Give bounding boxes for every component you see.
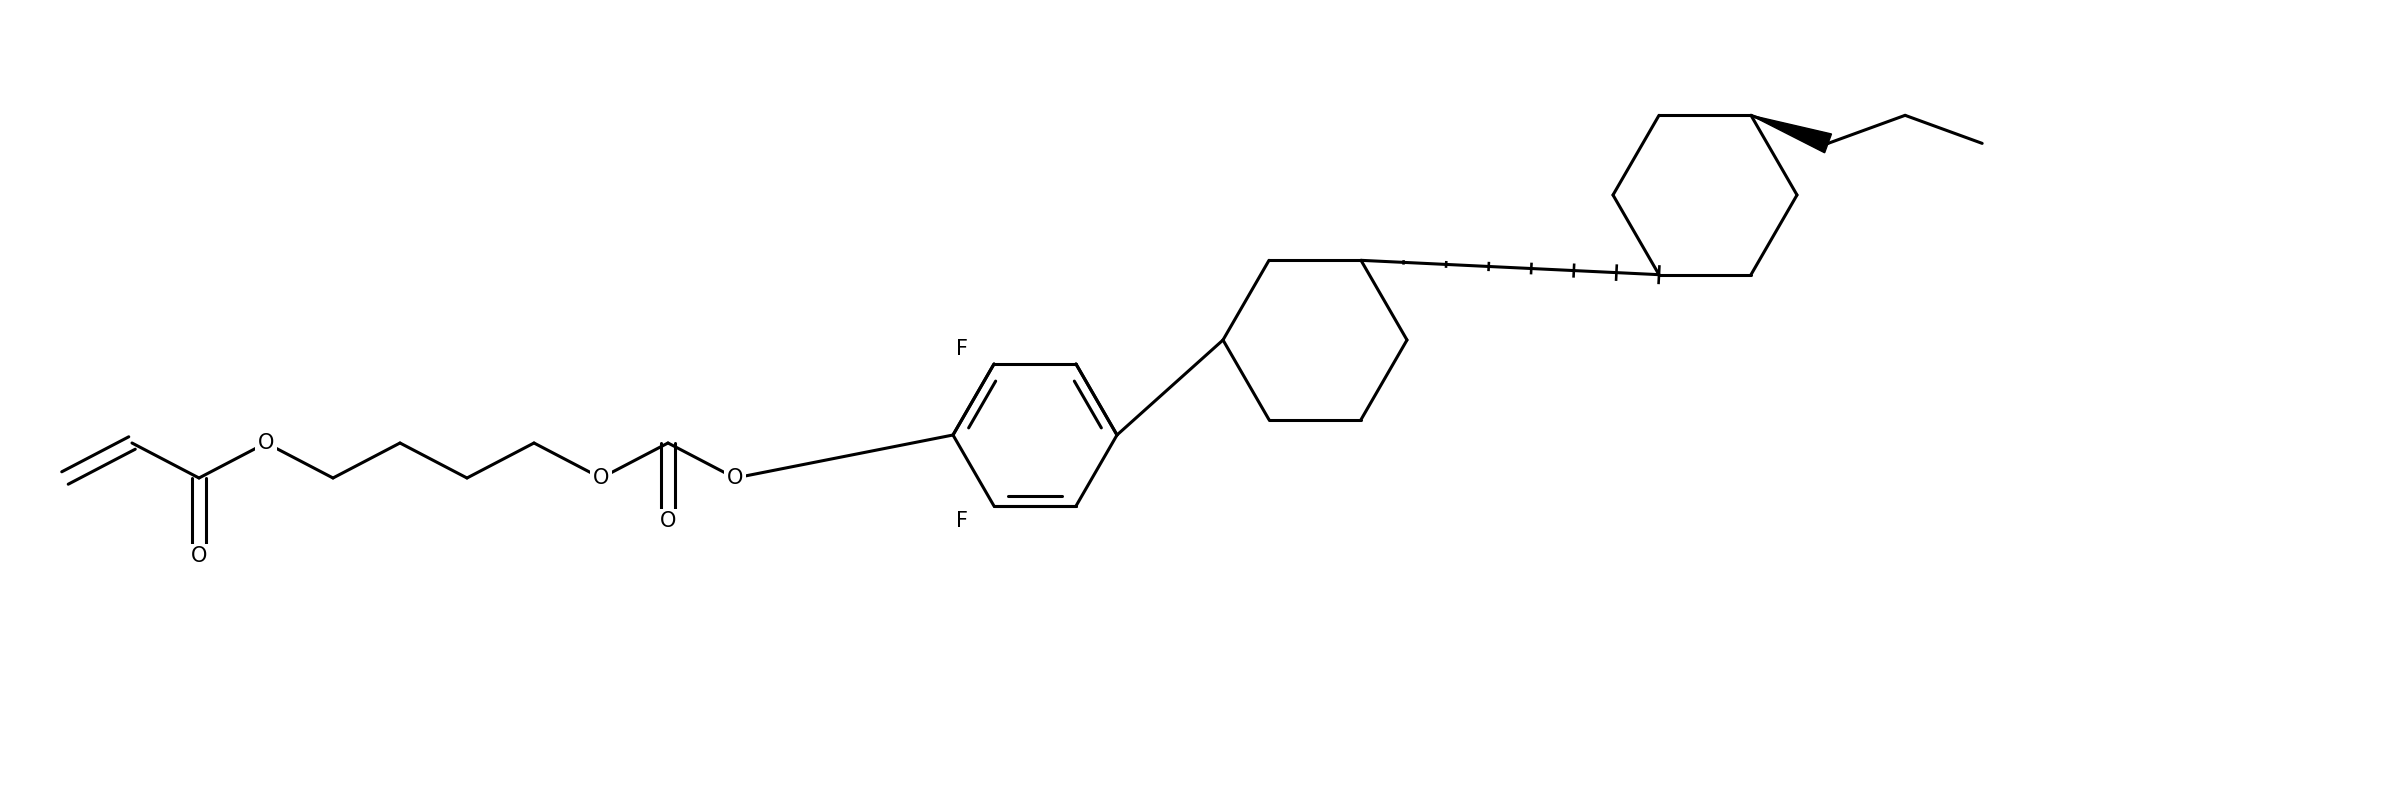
- Text: O: O: [257, 433, 274, 453]
- Text: O: O: [660, 511, 677, 531]
- Polygon shape: [1752, 115, 1831, 153]
- Text: F: F: [955, 339, 967, 359]
- Text: F: F: [955, 511, 967, 531]
- Text: O: O: [192, 546, 206, 566]
- Text: O: O: [593, 468, 610, 488]
- Text: O: O: [727, 468, 744, 488]
